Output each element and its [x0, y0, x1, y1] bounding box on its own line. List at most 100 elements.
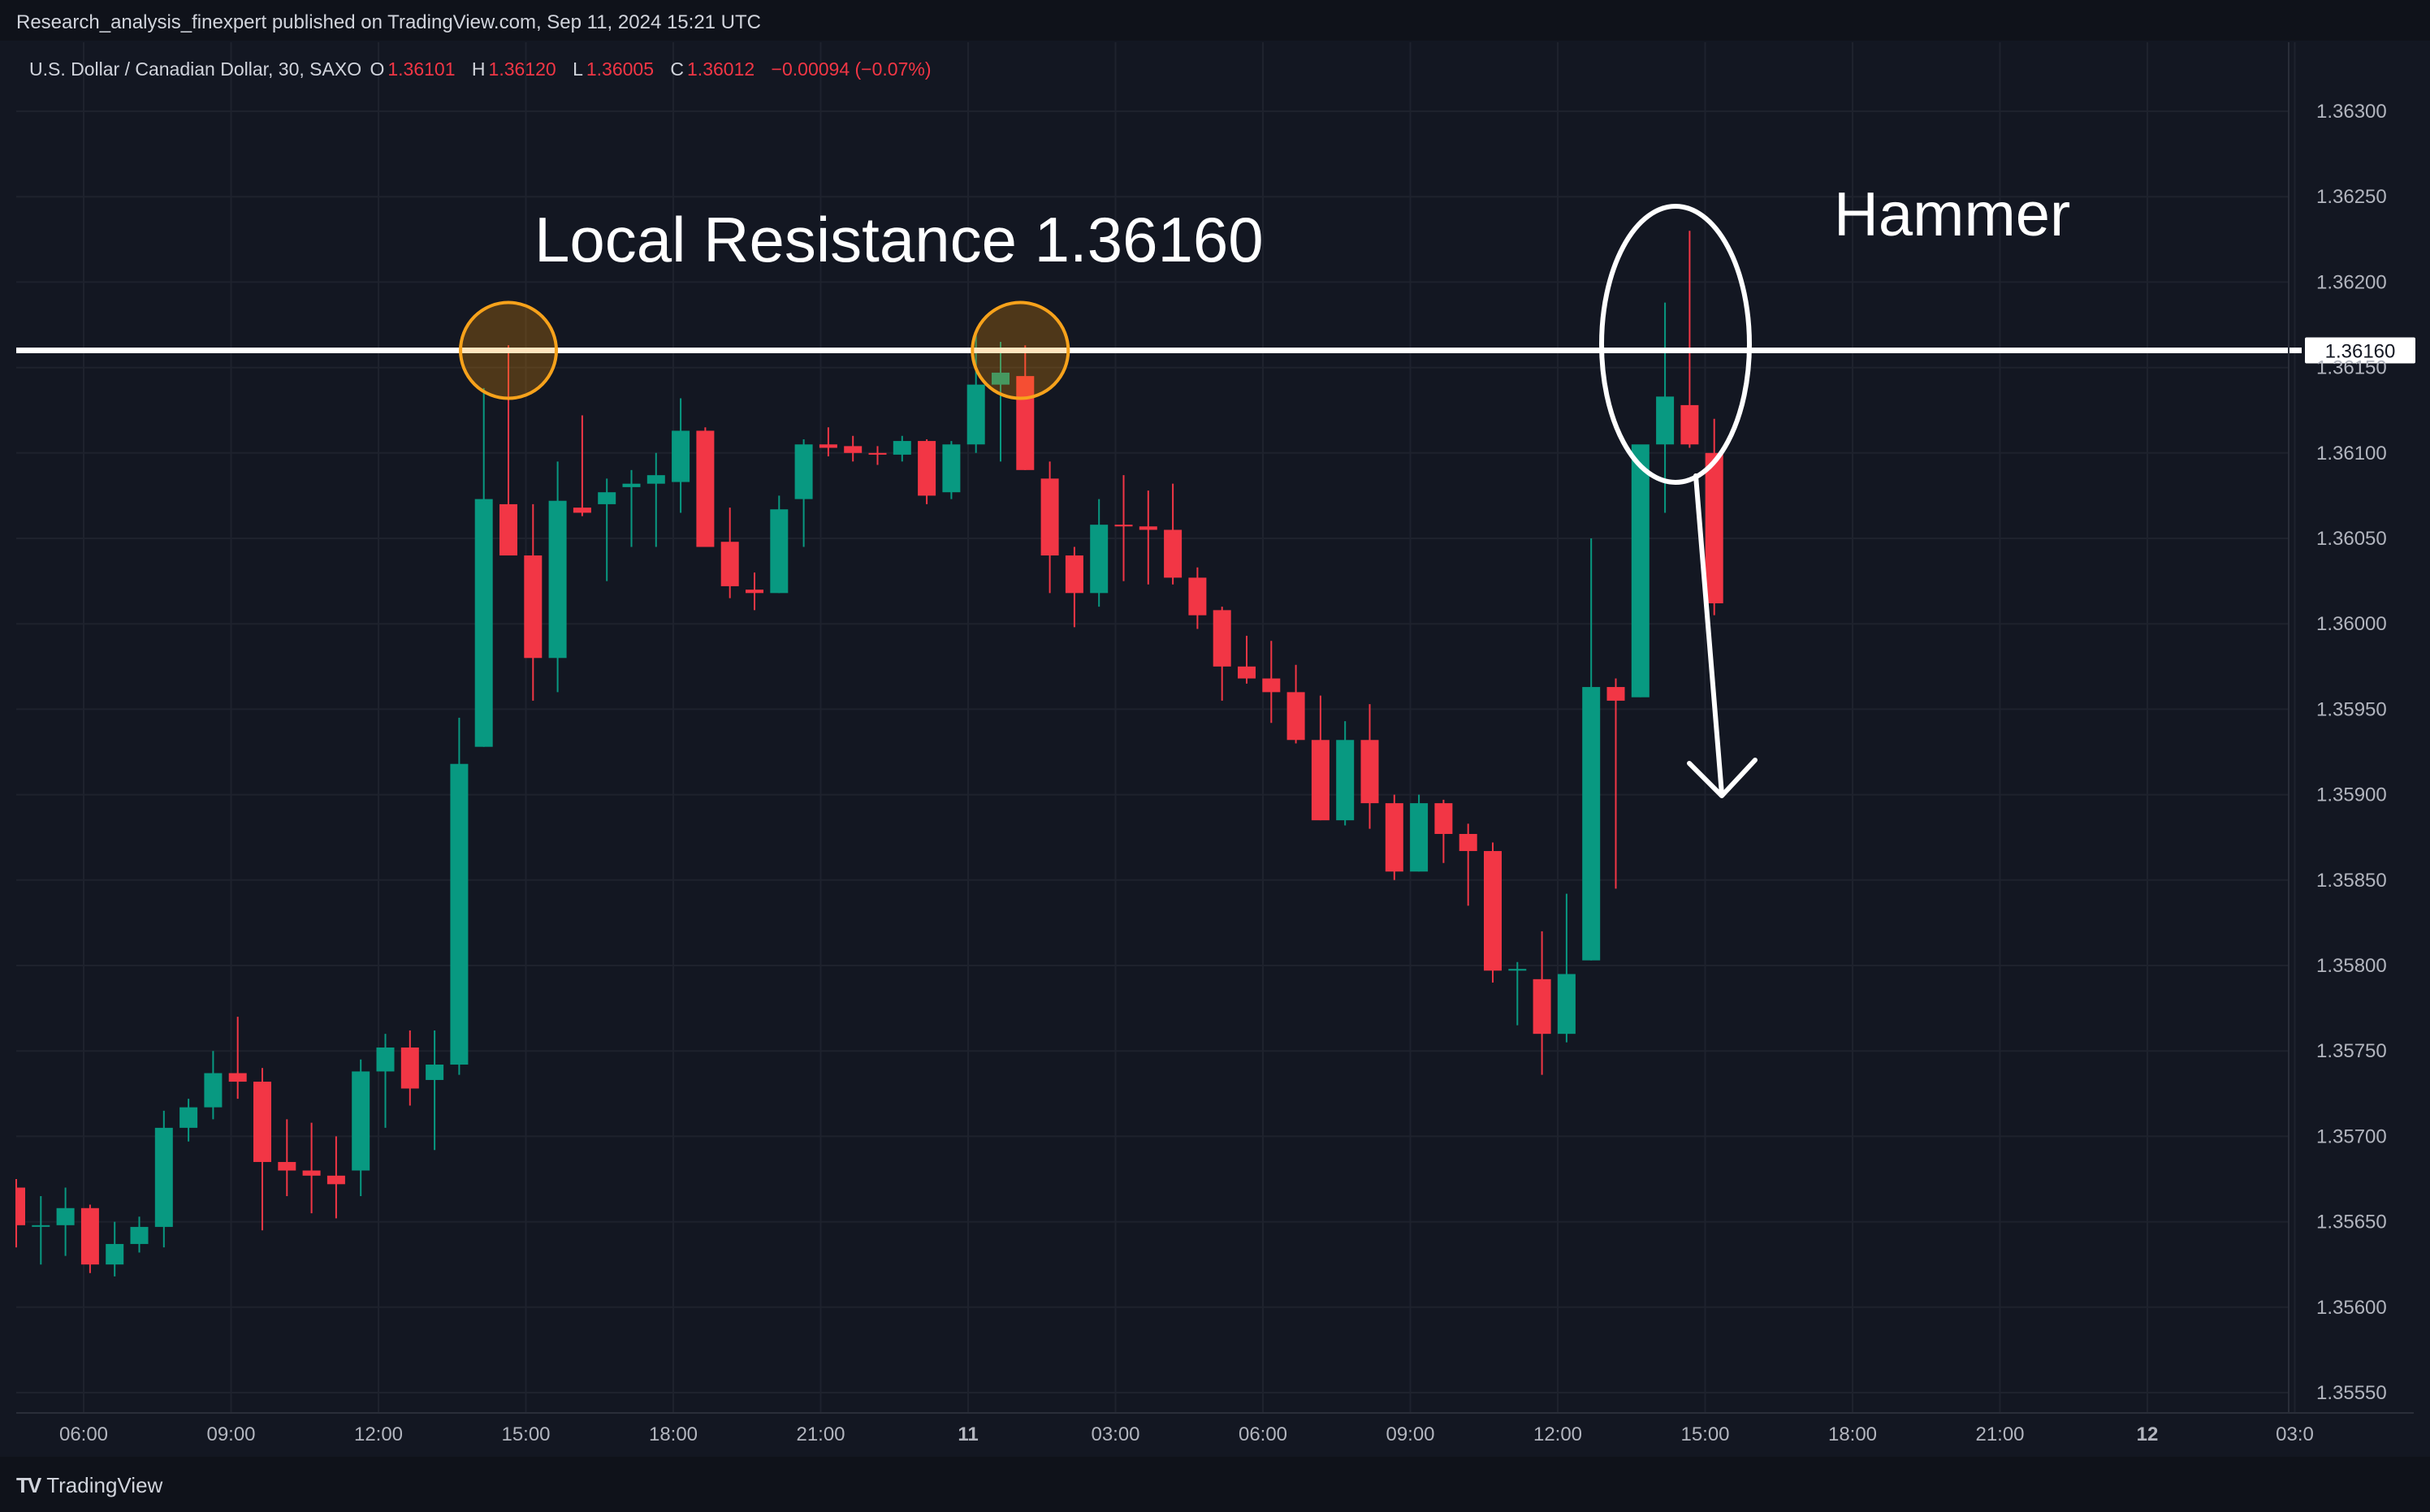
chart-grid — [16, 42, 2296, 1413]
candle-body — [400, 1047, 419, 1089]
candle-body — [326, 1175, 345, 1185]
hammer-ellipse — [1599, 204, 1752, 485]
candle-body — [746, 590, 763, 594]
candle-body — [499, 503, 517, 556]
time-tick-label: 03:00 — [1091, 1423, 1139, 1445]
close-value: 1.36012 — [687, 58, 755, 80]
candle-body — [56, 1207, 75, 1225]
time-tick-label: 15:00 — [501, 1423, 550, 1445]
price-tick-label: 1.35600 — [2316, 1297, 2387, 1319]
time-tick-label: 21:00 — [1975, 1423, 2024, 1445]
footer-bar: TV TradingView — [0, 1457, 2430, 1512]
down-arrow-head — [1687, 758, 1758, 798]
price-tick-label: 1.36100 — [2316, 443, 2387, 464]
candle-body — [16, 1187, 25, 1225]
time-tick-label: 11 — [958, 1423, 978, 1445]
price-tick-label: 1.35650 — [2316, 1212, 2387, 1233]
candle-body — [1656, 396, 1675, 445]
resistance-price-box — [2305, 337, 2415, 364]
candle-body — [524, 555, 543, 659]
price-tick-label: 1.35900 — [2316, 784, 2387, 806]
price-tick-label: 1.35750 — [2316, 1040, 2387, 1062]
candle-body — [1360, 740, 1379, 804]
candle-body — [1484, 851, 1502, 971]
resistance-price-label: 1.36160 — [2325, 341, 2396, 363]
candle-body — [598, 492, 616, 504]
hammer-annotation-text: Hammer — [1834, 180, 2070, 249]
candle-body — [868, 452, 887, 455]
candle-body — [352, 1071, 370, 1171]
annotations-layer: 1.36160 Local Resistance 1.36160 Hammer — [16, 180, 2415, 798]
symbol-name: U.S. Dollar / Canadian Dollar, 30, SAXO — [29, 58, 362, 80]
candle-body — [154, 1127, 173, 1227]
price-tick-label: 1.35800 — [2316, 955, 2387, 977]
time-tick-label: 03:0 — [2276, 1423, 2314, 1445]
candle-body — [1434, 803, 1453, 834]
time-tick-label: 06:00 — [1239, 1423, 1287, 1445]
price-tick-label: 1.35700 — [2316, 1125, 2387, 1147]
candle-body — [474, 499, 493, 747]
resistance-touch-circle — [971, 300, 1070, 400]
candle-body — [696, 430, 715, 547]
low-label: L — [573, 58, 583, 80]
price-tick-label: 1.35950 — [2316, 698, 2387, 720]
candle-body — [1508, 969, 1527, 971]
price-tick-label: 1.36200 — [2316, 271, 2387, 293]
time-tick-label: 12 — [2137, 1423, 2159, 1445]
resistance-touch-circle — [459, 300, 558, 400]
candle-body — [1286, 692, 1305, 741]
open-value: 1.36101 — [387, 58, 456, 80]
price-tick-label: 1.36250 — [2316, 186, 2387, 208]
time-tick-label: 15:00 — [1680, 1423, 1729, 1445]
time-tick-label: 09:00 — [1386, 1423, 1434, 1445]
candle-body — [794, 444, 813, 499]
candle-body — [1090, 525, 1109, 594]
candle-body — [1238, 666, 1256, 679]
price-tick-label: 1.36150 — [2316, 357, 2387, 379]
candle-body — [1040, 478, 1059, 556]
candle-body — [32, 1225, 50, 1227]
price-tick-label: 1.35550 — [2316, 1382, 2387, 1404]
candle-body — [819, 444, 837, 448]
tradingview-brand[interactable]: TV TradingView — [16, 1473, 162, 1498]
candle-body — [966, 384, 985, 445]
axes-layer: 1.36300 1.36250 1.36200 1.36150 1.36100 1.360… — [16, 42, 2414, 1445]
down-arrow-shaft — [1693, 473, 1724, 797]
time-tick-label: 12:00 — [1533, 1423, 1582, 1445]
price-tick-label: 1.36050 — [2316, 528, 2387, 550]
candle-body — [1262, 678, 1281, 693]
time-tick-label: 09:00 — [206, 1423, 255, 1445]
brand-name: TradingView — [46, 1473, 163, 1497]
time-tick-label: 18:00 — [1828, 1423, 1877, 1445]
candle-body — [622, 483, 641, 487]
candle-body — [278, 1161, 296, 1171]
close-label: C — [670, 58, 685, 80]
candle-body — [106, 1243, 124, 1265]
candle-body — [1410, 803, 1429, 872]
candle-body — [1139, 526, 1157, 530]
candle-body — [426, 1065, 444, 1080]
candle-body — [1705, 452, 1723, 603]
candle-body — [80, 1207, 99, 1265]
publish-info-text: Research_analysis_finexpert published on… — [16, 11, 762, 33]
candle-body — [1213, 610, 1231, 667]
candle-body — [228, 1073, 247, 1082]
candle-body — [204, 1073, 223, 1108]
candle-body — [253, 1082, 271, 1162]
price-tick-label: 1.36000 — [2316, 613, 2387, 635]
candle-body — [1164, 529, 1183, 578]
low-value: 1.36005 — [586, 58, 654, 80]
candle-body — [1582, 687, 1601, 961]
candle-body — [1385, 803, 1403, 872]
candle-body — [1680, 404, 1699, 445]
candle-body — [573, 508, 591, 513]
tradingview-logo-icon: TV — [16, 1473, 41, 1497]
candle-body — [844, 446, 863, 453]
candle-body — [1188, 577, 1207, 616]
candle-body — [646, 475, 665, 484]
candle-body — [450, 763, 469, 1065]
candle-body — [1459, 833, 1477, 852]
change-value: −0.00094 (−0.07%) — [771, 58, 932, 80]
high-label: H — [471, 58, 486, 80]
